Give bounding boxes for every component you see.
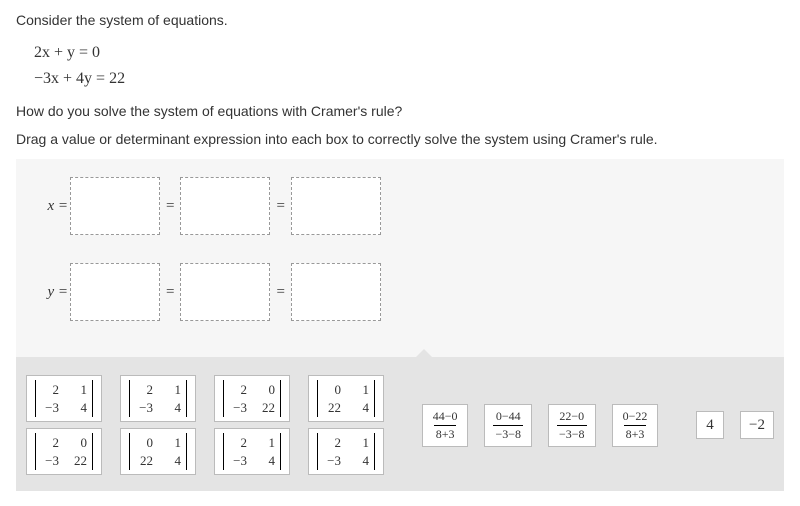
tile-palette: 21−34 20−322 21−34 01224 20−322 21−34 01224 21−…	[16, 357, 784, 491]
equation-line-2: −3x + 4y = 22	[34, 66, 784, 92]
equation-row-y: y = = =	[34, 263, 766, 321]
prompt-drag: Drag a value or determinant expression i…	[16, 131, 784, 147]
determinant-tile[interactable]: 21−34	[120, 375, 196, 422]
work-area: x = = = y = = =	[16, 159, 784, 357]
determinant-tile[interactable]: 21−34	[26, 375, 102, 422]
lhs-x: x =	[34, 198, 68, 215]
dropzone-y-2[interactable]	[180, 263, 270, 321]
fraction-tile[interactable]: 0−228+3	[612, 404, 659, 447]
equals-sign: =	[166, 198, 174, 215]
prompt-consider: Consider the system of equations.	[16, 12, 784, 28]
determinant-tile[interactable]: 21−34	[308, 428, 384, 475]
equation-system: 2x + y = 0 −3x + 4y = 22	[34, 40, 784, 91]
number-tile-group: 4 −2	[696, 411, 774, 439]
dropzone-y-3[interactable]	[291, 263, 381, 321]
dropzone-x-2[interactable]	[180, 177, 270, 235]
equals-sign: =	[276, 284, 284, 301]
palette-pointer-icon	[416, 349, 432, 357]
dropzone-x-1[interactable]	[70, 177, 160, 235]
determinant-tile[interactable]: 01224	[308, 375, 384, 422]
fraction-tile[interactable]: 44−08+3	[422, 404, 469, 447]
determinant-tile[interactable]: 01224	[120, 428, 196, 475]
determinant-tile[interactable]: 20−322	[214, 375, 290, 422]
lhs-y: y =	[34, 284, 68, 301]
fraction-tile-group: 44−08+3 0−44−3−8 22−0−3−8 0−228+3	[422, 404, 659, 447]
determinant-tile[interactable]: 20−322	[26, 428, 102, 475]
determinant-tile[interactable]: 21−34	[214, 428, 290, 475]
determinant-tile-group: 21−34 20−322 21−34 01224 20−322 21−34 01224 21−…	[26, 375, 384, 475]
number-tile[interactable]: −2	[740, 411, 774, 439]
fraction-tile[interactable]: 0−44−3−8	[484, 404, 532, 447]
equals-sign: =	[166, 284, 174, 301]
dropzone-y-1[interactable]	[70, 263, 160, 321]
number-tile[interactable]: 4	[696, 411, 724, 439]
fraction-tile[interactable]: 22−0−3−8	[548, 404, 596, 447]
dropzone-x-3[interactable]	[291, 177, 381, 235]
equation-row-x: x = = =	[34, 177, 766, 235]
equation-line-1: 2x + y = 0	[34, 40, 784, 66]
prompt-howsolve: How do you solve the system of equations…	[16, 103, 784, 119]
equals-sign: =	[276, 198, 284, 215]
